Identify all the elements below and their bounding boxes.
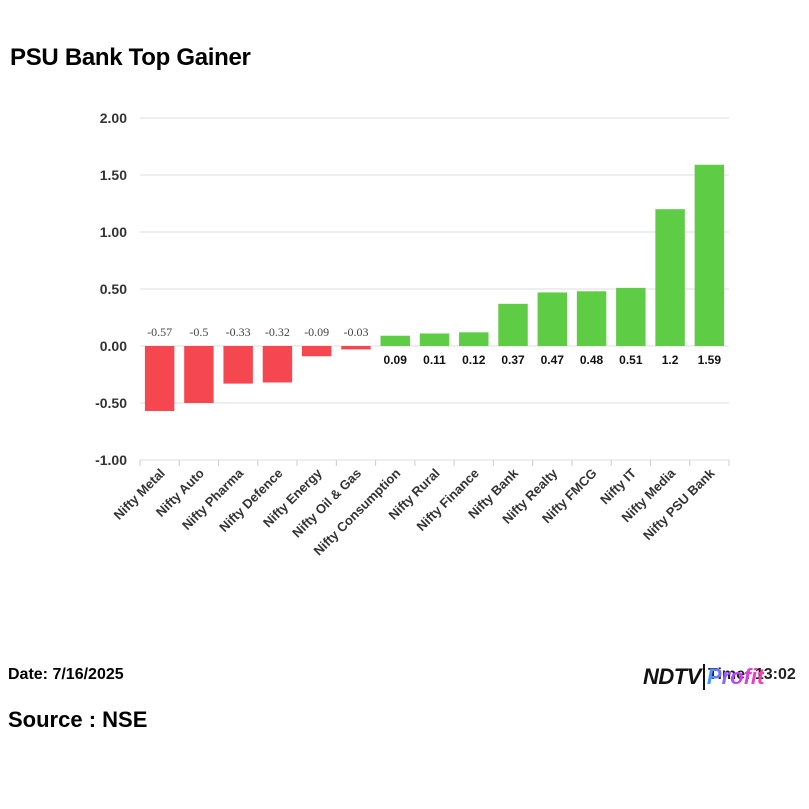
bar: [537, 292, 568, 346]
bar: [262, 346, 293, 383]
category-label: Nifty Oil & Gas: [289, 466, 364, 541]
bar: [144, 346, 175, 411]
bar: [341, 346, 371, 350]
bar-chart: 2.00 1.50 1.00 0.50 0.00 -0.50 -1.00 -0.57 Nifty…: [95, 110, 730, 558]
bar: [694, 164, 725, 346]
bar: [184, 346, 214, 403]
data-label: 0.47: [541, 353, 565, 367]
y-tick-label: 2.00: [100, 110, 127, 126]
bar: [655, 209, 685, 346]
data-label: 0.12: [462, 353, 486, 367]
category-label: Nifty PSU Bank: [640, 465, 718, 543]
bar: [301, 346, 332, 357]
bar: [459, 332, 489, 346]
y-tick-label: 0.00: [100, 338, 127, 354]
y-tick-label: 0.50: [100, 281, 127, 297]
y-tick-label: 1.00: [100, 224, 127, 240]
bar: [380, 335, 410, 346]
data-label: -0.03: [343, 325, 368, 339]
y-tick-label: 1.50: [100, 167, 127, 183]
y-tick-label: -0.50: [95, 395, 127, 411]
data-label: 0.09: [384, 353, 408, 367]
logo-separator: [702, 664, 705, 690]
source-label: Source : NSE: [8, 707, 148, 732]
bar: [419, 333, 450, 346]
logo-ndtv-text: NDTV: [643, 664, 701, 689]
bar: [616, 287, 646, 346]
data-label: -0.33: [226, 325, 251, 339]
logo-profit-text: Profit: [706, 664, 765, 689]
data-label: -0.09: [304, 325, 329, 339]
ndtv-profit-logo: NDTV Profit: [643, 664, 764, 690]
data-label: 0.11: [423, 353, 446, 367]
data-label: -0.5: [189, 325, 208, 339]
bar: [223, 346, 253, 384]
chart-title: PSU Bank Top Gainer: [10, 44, 251, 71]
data-label: 0.48: [580, 353, 604, 367]
bar: [498, 303, 528, 346]
bar: [576, 291, 607, 346]
y-tick-label: -1.00: [95, 452, 127, 468]
data-label: 1.59: [698, 353, 722, 367]
data-label: -0.57: [147, 325, 172, 339]
data-label: 0.37: [501, 353, 525, 367]
date-label: Date: 7/16/2025: [8, 666, 124, 683]
data-label: 1.2: [662, 353, 679, 367]
data-label: 0.51: [619, 353, 643, 367]
data-label: -0.32: [265, 325, 290, 339]
time-label: Time: 13:02: [708, 666, 796, 683]
